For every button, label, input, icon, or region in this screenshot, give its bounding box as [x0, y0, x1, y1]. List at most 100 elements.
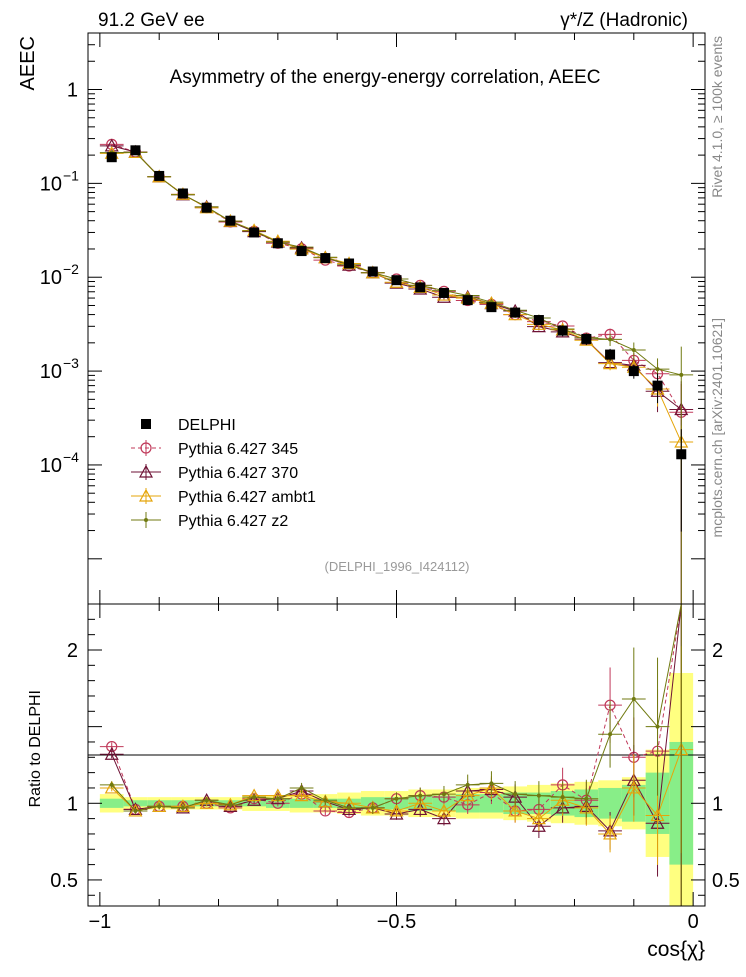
ratio-series-layer — [99, 603, 694, 906]
marker-dot — [252, 795, 257, 800]
header-left-label: 91.2 GeV ee — [98, 10, 205, 31]
marker-dot — [157, 804, 162, 809]
marker-square — [106, 152, 117, 163]
marker-square — [628, 366, 639, 377]
marker-dot — [441, 792, 446, 797]
marker-triangle — [531, 819, 546, 832]
marker-square — [533, 315, 544, 326]
marker-triangle — [175, 799, 190, 812]
marker-square — [272, 238, 283, 249]
ratio-band-inner — [598, 787, 622, 819]
main-axis-ticks — [88, 32, 705, 604]
marker-dot — [655, 367, 660, 372]
marker-circle — [140, 442, 152, 454]
marker-square — [605, 349, 616, 360]
marker-square — [225, 215, 236, 226]
ratio-tick-label-left: 0.5 — [50, 870, 78, 892]
y-tick-label: 10 — [40, 267, 62, 289]
marker-square — [676, 449, 687, 460]
marker-square — [367, 266, 378, 277]
marker-dot — [418, 793, 423, 798]
marker-triangle — [389, 803, 404, 817]
y-tick-label-exponent: −4 — [63, 449, 79, 465]
x-tick-labels: −1 −0.5 0 — [88, 911, 698, 933]
marker-dot — [679, 372, 684, 377]
marker-triangle — [603, 826, 618, 840]
marker-square — [391, 275, 402, 286]
series-line-main — [111, 151, 682, 443]
marker-dot — [513, 792, 518, 797]
y-tick-label-exponent: −3 — [63, 355, 79, 371]
marker-dot — [560, 795, 565, 800]
marker-dot — [631, 697, 636, 702]
ratio-tick-label-right: 0.5 — [712, 870, 740, 892]
marker-dot — [489, 781, 494, 786]
side-label-rivet: Rivet 4.1.0, ≥ 100k events — [709, 36, 725, 198]
marker-square — [438, 287, 449, 298]
series-line-ratio — [111, 603, 682, 813]
y-tick-label: 1 — [67, 80, 78, 102]
marker-square — [130, 145, 141, 156]
chart-watermark: (DELPHI_1996_I424112) — [324, 559, 469, 574]
marker-square — [201, 202, 212, 213]
marker-triangle — [413, 796, 428, 809]
marker-dot — [347, 805, 352, 810]
ratio-plot-frame — [87, 603, 706, 907]
ratio-band-inner — [147, 800, 172, 807]
ratio-axis-ticks: 2 2 1 1 0.5 0.5 — [50, 604, 740, 906]
main-plot: Asymmetry of the energy-energy correlati… — [40, 32, 706, 605]
marker-dot — [323, 798, 328, 803]
side-label-mcplots: mcplots.cern.ch [arXiv:2401.10621] — [709, 318, 725, 537]
marker-triangle — [138, 464, 154, 478]
marker-square — [177, 188, 188, 199]
marker-triangle — [436, 811, 451, 825]
ratio-tick-label-left: 1 — [67, 793, 78, 815]
marker-triangle — [223, 799, 238, 812]
header-right-label: γ*/Z (Hadronic) — [560, 10, 688, 31]
marker-square — [320, 253, 331, 264]
ratio-band-inner — [99, 798, 124, 808]
marker-triangle — [626, 780, 641, 794]
series-line-ratio — [111, 603, 682, 812]
main-series-layer — [99, 138, 694, 604]
y-tick-label-exponent: −2 — [63, 261, 79, 277]
legend-label: DELPHI — [178, 417, 236, 434]
x-tick-label: −0.5 — [377, 911, 416, 933]
marker-triangle — [247, 792, 262, 806]
marker-dot — [109, 782, 114, 787]
marker-triangle — [413, 802, 428, 816]
marker-dot — [228, 802, 233, 807]
x-axis-label: cos{χ} — [647, 938, 705, 961]
marker-triangle — [650, 808, 665, 822]
x-tick-label: 0 — [688, 911, 699, 933]
marker-triangle — [247, 788, 262, 802]
marker-square — [154, 170, 165, 181]
legend-label: Pythia 6.427 370 — [178, 465, 298, 482]
main-y-tick-labels: 110−110−210−310−4 — [40, 80, 79, 477]
marker-dot — [144, 518, 148, 522]
marker-square — [141, 419, 151, 429]
y-tick-label: 10 — [40, 173, 62, 195]
marker-triangle — [199, 796, 214, 809]
marker-triangle — [436, 803, 451, 817]
marker-square — [296, 246, 307, 257]
marker-triangle — [104, 746, 119, 760]
marker-dot — [608, 732, 613, 737]
marker-square — [581, 333, 592, 344]
marker-dot — [608, 337, 613, 342]
y-tick-label: 10 — [40, 455, 62, 477]
y-tick-label: 10 — [40, 361, 62, 383]
marker-triangle — [389, 806, 404, 820]
y-axis-label: AEEC — [17, 36, 39, 90]
marker-square — [486, 302, 497, 313]
ratio-tick-label-right: 2 — [712, 640, 723, 662]
marker-dot — [584, 796, 589, 801]
legend-label: Pythia 6.427 z2 — [178, 513, 288, 530]
marker-square — [249, 227, 260, 238]
marker-square — [510, 307, 521, 318]
marker-square — [344, 258, 355, 269]
marker-dot — [631, 347, 636, 352]
marker-dot — [133, 808, 138, 813]
marker-triangle — [138, 488, 154, 502]
